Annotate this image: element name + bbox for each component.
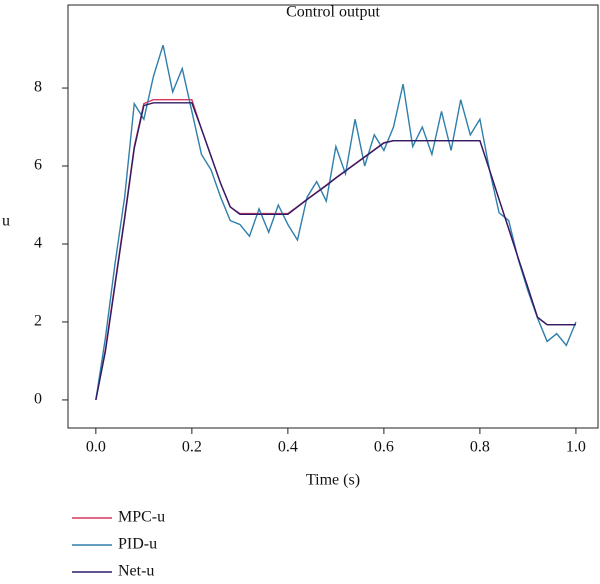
y-tick-label: 4 [34,235,42,252]
y-tick-label: 8 [34,79,42,96]
y-axis-label: u [2,213,10,230]
series-line [95,44,577,401]
series-line [95,102,576,401]
plot-frame [67,4,599,429]
legend-label: MPC-u [118,509,165,526]
x-tick-label: 0.0 [86,439,106,456]
x-tick-label: 1.0 [566,439,586,456]
x-tick-label: 0.2 [182,439,202,456]
y-tick-label: 2 [34,313,42,330]
x-tick-label: 0.6 [374,439,394,456]
chart-title: Control output [286,4,380,21]
y-tick-label: 6 [34,157,42,174]
legend-label: Net-u [118,563,154,580]
legend-label: PID-u [118,536,157,553]
x-tick-label: 0.4 [278,439,298,456]
y-tick-label: 0 [34,391,42,408]
x-tick-label: 0.8 [470,439,490,456]
x-axis-label: Time (s) [306,472,360,489]
